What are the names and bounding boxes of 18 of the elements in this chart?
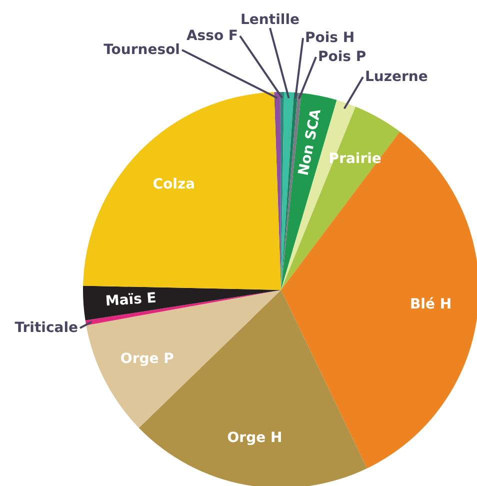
slice-label: Prairie [328, 151, 382, 168]
slice-label: Orge P [120, 350, 174, 367]
pie-slice [281, 92, 298, 290]
slice-label: Orge H [227, 430, 282, 446]
pie-slice [83, 286, 281, 320]
slice-label: Blé H [410, 296, 452, 313]
slice-label: Triticale [14, 320, 78, 336]
slice-label: Luzerne [365, 69, 428, 85]
pie-slice [281, 106, 400, 290]
slice-label: Pois H [305, 30, 355, 46]
slice-label: Colza [152, 176, 196, 192]
slice-label: Maïs E [104, 290, 157, 310]
slice-label: Lentille [240, 12, 300, 28]
slice-label: Non SCA [296, 108, 324, 177]
slice-label: Pois P [318, 49, 366, 65]
pie-slice [83, 92, 281, 290]
slice-label: Tournesol [104, 42, 180, 58]
slice-label: Asso F [186, 28, 238, 44]
